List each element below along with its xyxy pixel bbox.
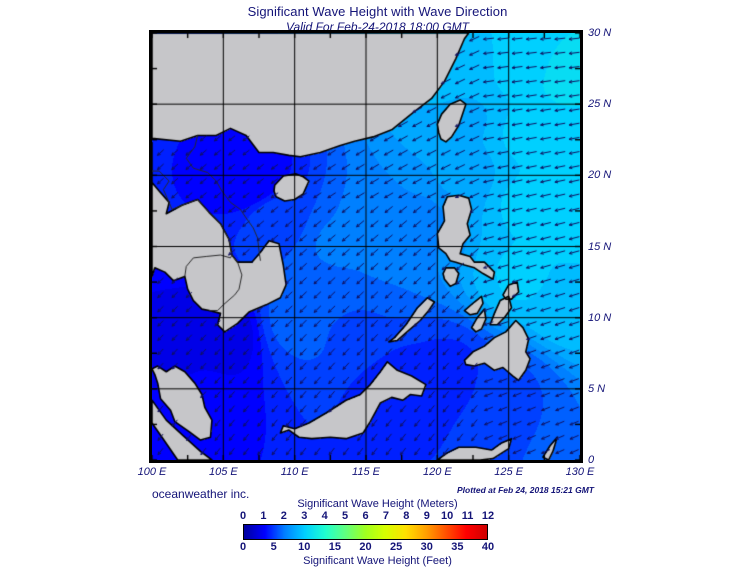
legend-tick: 3 xyxy=(301,510,308,522)
chart-title-block: Significant Wave Height with Wave Direct… xyxy=(0,4,755,34)
legend-tick: 2 xyxy=(280,510,287,522)
legend-tick: 20 xyxy=(359,541,372,553)
page-title: Significant Wave Height with Wave Direct… xyxy=(247,4,508,19)
x-axis-label: 130 E xyxy=(565,466,595,478)
legend-tick: 1 xyxy=(260,510,267,522)
legend-title-meters: Significant Wave Height (Meters) xyxy=(297,498,458,510)
legend-title-feet: Significant Wave Height (Feet) xyxy=(303,555,452,567)
legend-tick: 10 xyxy=(441,510,454,522)
x-axis-label: 110 E xyxy=(280,466,309,478)
y-axis-label: 15 N xyxy=(588,240,612,253)
x-axis-label: 125 E xyxy=(494,466,524,478)
legend-tick: 30 xyxy=(420,541,433,553)
x-axis-label: 100 E xyxy=(137,466,167,478)
legend-tick: 40 xyxy=(481,541,495,553)
legend-tick: 12 xyxy=(481,510,495,522)
colorbar-row xyxy=(0,524,755,540)
credit-label: oceanweather inc. xyxy=(152,487,250,501)
x-axis-label: 120 E xyxy=(422,466,452,478)
legend-tick: 9 xyxy=(423,510,430,522)
legend-tick: 11 xyxy=(461,510,474,522)
y-axis-label: 25 N xyxy=(588,98,612,111)
plotted-timestamp: Plotted at Feb 24, 2018 15:21 GMT xyxy=(457,485,594,495)
legend-tick: 5 xyxy=(342,510,349,522)
legend-tick: 0 xyxy=(239,510,247,522)
x-axis-label: 105 E xyxy=(208,466,238,478)
legend-tick: 25 xyxy=(390,541,403,553)
legend-tick: 8 xyxy=(403,510,410,522)
wave-height-map-canvas[interactable] xyxy=(152,33,580,460)
legend-tick: 0 xyxy=(239,541,247,553)
y-axis-label: 0 xyxy=(588,454,595,466)
colorbar-gradient xyxy=(243,524,488,540)
valid-time-subtitle: Valid For Feb-24-2018 18:00 GMT xyxy=(286,20,469,34)
legend-tick: 5 xyxy=(270,541,277,553)
legend-tick: 7 xyxy=(382,510,389,522)
legend-tick: 10 xyxy=(298,541,311,553)
legend-ticks-meters: 0 1 2 3 4 5 6 7 8 9 10 11 12 xyxy=(0,510,755,523)
y-axis-label: 20 N xyxy=(588,169,612,182)
y-axis-label: 10 N xyxy=(588,311,612,324)
x-axis-label: 115 E xyxy=(352,466,380,478)
legend-tick: 6 xyxy=(362,510,369,522)
legend-ticks-feet: 0 5 10 15 20 25 30 35 40 xyxy=(0,541,755,554)
legend-tick: 35 xyxy=(451,541,464,553)
y-axis-label: 5 N xyxy=(588,382,606,395)
map-plot-area[interactable] xyxy=(152,33,580,460)
legend-tick: 4 xyxy=(321,510,328,522)
legend-tick: 15 xyxy=(328,541,341,553)
y-axis-label: 30 N xyxy=(588,27,612,39)
